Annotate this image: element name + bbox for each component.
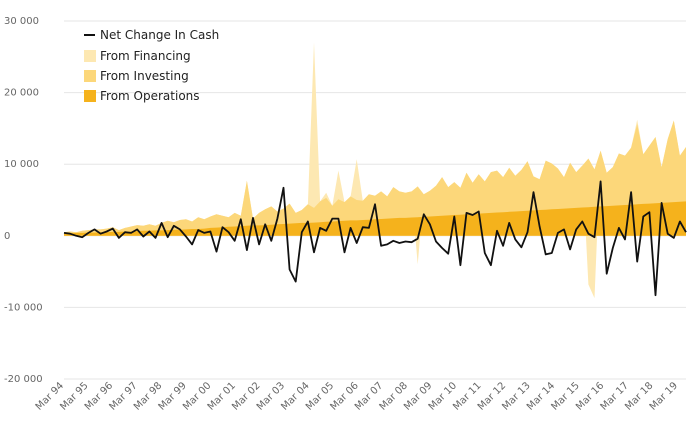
y-tick-label: 10 000 (4, 159, 39, 170)
legend-label-net-change: Net Change In Cash (100, 28, 219, 42)
area-operations (64, 201, 686, 236)
legend-item-net-change[interactable]: Net Change In Cash (84, 28, 219, 42)
legend-item-financing[interactable]: From Financing (84, 49, 191, 63)
y-tick-label: 20 000 (4, 88, 39, 99)
legend-swatch-operations (84, 90, 96, 102)
legend-swatch-investing (84, 70, 96, 82)
y-tick-label: -10 000 (4, 302, 43, 313)
legend-item-investing[interactable]: From Investing (84, 69, 189, 83)
y-tick-label: -20 000 (4, 374, 43, 385)
legend: Net Change In Cash From Financing From I… (84, 28, 219, 103)
legend-label-financing: From Financing (100, 49, 191, 63)
y-tick-label: 30 000 (4, 16, 39, 27)
legend-item-operations[interactable]: From Operations (84, 89, 200, 103)
net-change-series (63, 180, 687, 297)
legend-label-investing: From Investing (100, 69, 189, 83)
legend-label-operations: From Operations (100, 89, 200, 103)
y-axis: 30 000 20 000 10 000 0 -10 000 -20 000 (4, 16, 43, 385)
y-tick-label: 0 (4, 231, 10, 242)
legend-swatch-financing (84, 50, 96, 62)
line-net-change (63, 180, 687, 297)
